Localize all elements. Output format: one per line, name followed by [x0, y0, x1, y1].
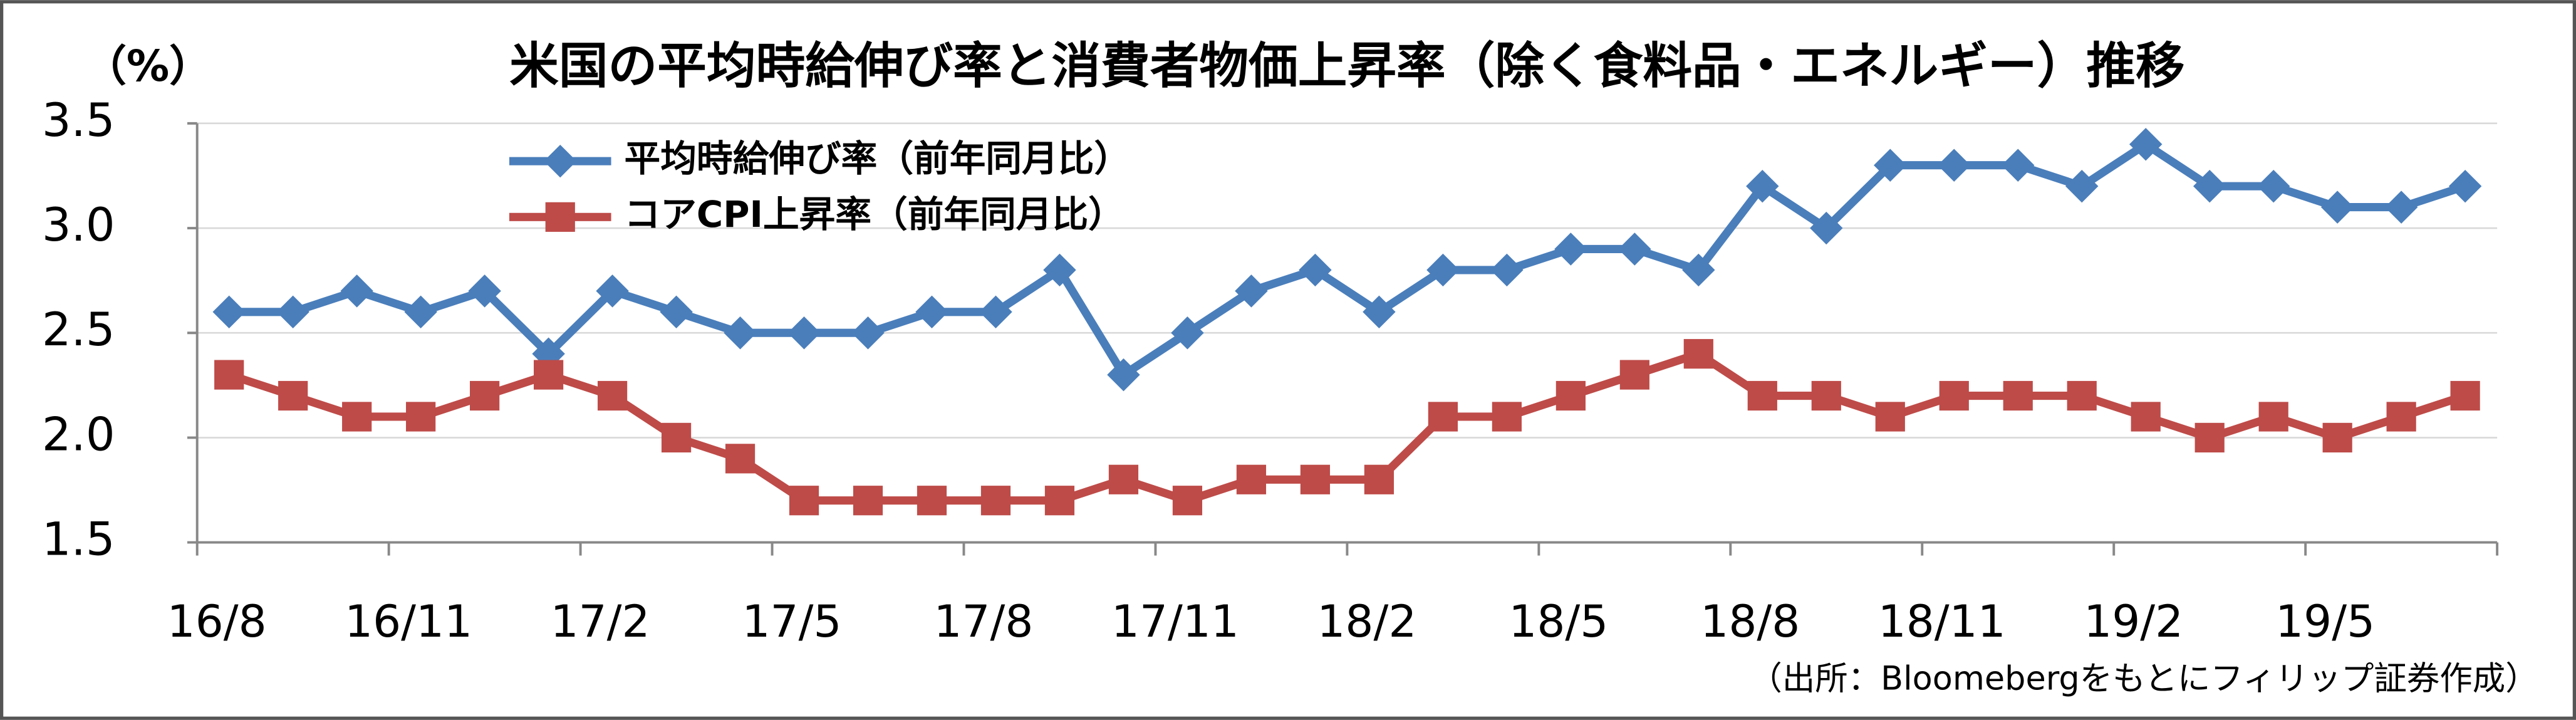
- data-point: [1555, 380, 1586, 411]
- data-point: [2258, 402, 2288, 432]
- data-point: [2193, 169, 2226, 203]
- data-point: [661, 422, 692, 453]
- y-tick-label: 2.5: [42, 303, 115, 357]
- data-point: [596, 274, 629, 308]
- data-point: [1172, 486, 1203, 516]
- data-point: [1747, 380, 1777, 411]
- x-tick-label: 18/8: [1700, 595, 1800, 647]
- data-point: [1428, 402, 1458, 432]
- data-point: [1300, 464, 1331, 494]
- data-point: [1810, 211, 1843, 245]
- data-point: [1554, 232, 1587, 266]
- data-point: [342, 402, 372, 432]
- data-point: [2003, 380, 2033, 411]
- data-point: [1299, 253, 1332, 287]
- data-point: [2065, 169, 2099, 203]
- data-point: [214, 360, 244, 390]
- data-point: [1682, 253, 1715, 287]
- series-line: [229, 140, 2467, 379]
- data-point: [789, 486, 819, 516]
- data-point: [1044, 486, 1075, 516]
- data-point: [1939, 380, 1969, 411]
- data-point: [2384, 190, 2418, 224]
- legend-label: コアCPI上昇率（前年同月比）: [625, 193, 1124, 236]
- data-point: [2450, 380, 2480, 411]
- data-point: [1619, 360, 1649, 390]
- data-point: [1235, 274, 1268, 308]
- y-tick-label: 2.0: [42, 408, 115, 461]
- data-point: [2131, 402, 2161, 432]
- data-point: [2067, 380, 2097, 411]
- x-tick-label: 17/11: [1111, 595, 1239, 647]
- series: [214, 339, 2480, 516]
- x-tick-label: 19/5: [2275, 595, 2375, 647]
- data-point: [1683, 339, 1713, 369]
- y-axis-label: （%）: [84, 42, 212, 91]
- data-point: [1492, 402, 1522, 432]
- data-point: [1811, 380, 1841, 411]
- data-point: [1874, 149, 1907, 182]
- data-point: [406, 402, 436, 432]
- x-tick-label: 17/5: [742, 595, 842, 647]
- x-tick-label: 17/2: [551, 595, 650, 647]
- x-tick-label: 17/8: [933, 595, 1033, 647]
- data-point: [2386, 402, 2416, 432]
- data-point: [468, 274, 501, 308]
- legend-marker: [545, 202, 575, 232]
- data-point: [853, 486, 883, 516]
- x-tick-label: 16/8: [167, 595, 267, 647]
- source-note: （出所：Bloomebergをもとにフィリップ証券作成）: [1749, 660, 2538, 698]
- x-tick-label: 18/2: [1317, 595, 1416, 647]
- data-point: [1108, 464, 1139, 494]
- x-tick-label: 16/11: [345, 595, 472, 647]
- x-tick-label: 18/11: [1878, 595, 2006, 647]
- data-point: [2129, 128, 2163, 161]
- data-point: [2320, 190, 2354, 224]
- data-point: [534, 360, 564, 390]
- data-point: [2448, 169, 2482, 203]
- data-point: [2257, 169, 2290, 203]
- data-point: [1618, 232, 1651, 266]
- data-point: [278, 380, 308, 411]
- data-point: [2002, 149, 2035, 182]
- data-point: [1364, 464, 1394, 494]
- data-point: [1746, 169, 1779, 203]
- data-point: [1938, 149, 1971, 182]
- chart-title: 米国の平均時給伸び率と消費者物価上昇率（除く食料品・エネルギー）推移: [509, 37, 2184, 95]
- data-point: [1875, 402, 1905, 432]
- data-point: [2194, 422, 2225, 453]
- data-point: [1236, 464, 1267, 494]
- data-point: [2322, 422, 2352, 453]
- y-tick-label: 3.0: [42, 199, 115, 252]
- legend-label: 平均時給伸び率（前年同月比）: [625, 137, 1131, 180]
- y-tick-label: 3.5: [42, 94, 115, 147]
- data-point: [1043, 253, 1076, 287]
- data-point: [980, 486, 1011, 516]
- data-point: [470, 380, 500, 411]
- data-point: [597, 380, 628, 411]
- data-point: [917, 486, 947, 516]
- x-tick-label: 18/5: [1509, 595, 1608, 647]
- data-point: [340, 274, 373, 308]
- x-tick-label: 19/2: [2084, 595, 2183, 647]
- data-point: [1107, 358, 1140, 392]
- data-point: [725, 444, 756, 474]
- data-point: [1490, 253, 1524, 287]
- y-tick-label: 1.5: [42, 513, 115, 566]
- data-point: [1426, 253, 1460, 287]
